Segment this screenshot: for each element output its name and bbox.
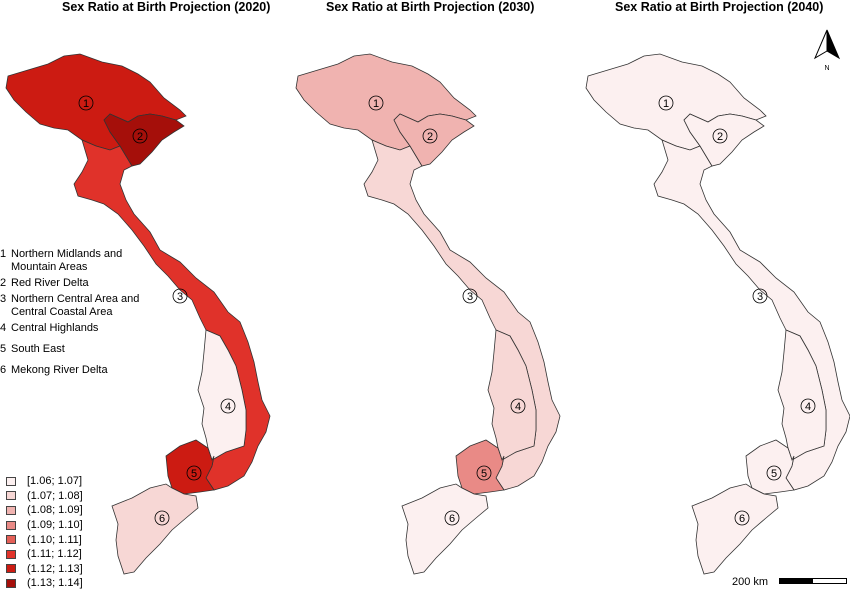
region-legend-number: 1 [0,248,7,260]
color-legend: [1.06; 1.07] (1.07; 1.08] (1.08; 1.09] (1.0… [6,474,83,591]
color-legend-item: [1.06; 1.07] [6,474,83,489]
region-legend-item: 4 Central Highlands [0,322,139,335]
region-legend-label: Northern Central Area and Central Coasta… [11,293,140,318]
color-legend-swatch [6,549,16,559]
region-legend-label: Central Highlands [11,322,99,334]
region-marker-label: 2 [717,131,723,143]
color-legend-item: (1.12; 1.13] [6,562,83,577]
map-title-2040: Sex Ratio at Birth Projection (2040) [615,0,824,14]
region-6-2040 [691,483,779,575]
region-marker-label: 4 [515,401,521,413]
color-legend-label: (1.11; 1.12] [27,548,82,561]
region-marker-label: 5 [481,468,487,480]
color-legend-label: (1.13; 1.14] [27,577,83,590]
color-legend-item: (1.08; 1.09] [6,503,83,518]
region-legend-number: 4 [0,322,7,334]
region-legend: 1 Northern Midlands and Mountain Areas 2 Re… [0,248,139,380]
color-legend-swatch [6,476,16,486]
region-marker-label: 2 [137,131,143,143]
region-marker-label: 1 [83,98,89,110]
region-marker-label: 4 [805,401,811,413]
region-marker-label: 3 [177,291,183,303]
region-marker-1: 1 [658,95,674,111]
region-marker-6: 6 [444,510,460,526]
region-marker-1: 1 [78,95,94,111]
region-6-2020 [111,483,199,575]
region-marker-label: 6 [159,513,165,525]
region-marker-2: 2 [712,128,728,144]
region-marker-label: 3 [757,291,763,303]
color-legend-swatch [6,520,16,530]
color-legend-swatch [6,535,16,545]
color-legend-swatch [6,491,16,501]
region-marker-label: 1 [373,98,379,110]
region-legend-number: 5 [0,343,7,355]
color-legend-label: (1.12; 1.13] [27,562,83,575]
color-legend-item: (1.11; 1.12] [6,547,83,562]
region-marker-label: 2 [427,131,433,143]
region-marker-4: 4 [510,398,526,414]
scale-bar-white [813,579,846,583]
region-marker-label: 4 [225,401,231,413]
color-legend-label: (1.10; 1.11] [27,533,82,546]
region-marker-label: 1 [663,98,669,110]
region-marker-6: 6 [734,510,750,526]
region-legend-item: 5 South East [0,343,139,356]
region-6-2030 [401,483,489,575]
north-arrow-icon: N [813,29,841,72]
color-legend-item: (1.10; 1.11] [6,532,83,547]
color-legend-swatch [6,578,16,588]
region-marker-3: 3 [752,288,768,304]
scale-label: 200 km [732,576,769,588]
region-legend-label: Red River Delta [11,277,89,289]
region-legend-number: 6 [0,364,7,376]
color-legend-swatch [6,564,16,574]
color-legend-item: (1.09; 1.10] [6,518,83,533]
north-label: N [824,65,829,72]
region-marker-4: 4 [800,398,816,414]
region-marker-2: 2 [422,128,438,144]
map-title-2030: Sex Ratio at Birth Projection (2030) [326,0,535,14]
region-legend-label: South East [11,343,65,355]
region-legend-label: Mekong River Delta [11,364,108,376]
color-legend-label: (1.09; 1.10] [27,519,83,532]
scale-bar [779,578,847,584]
region-marker-label: 5 [771,468,777,480]
region-marker-label: 6 [449,513,455,525]
region-legend-item: 3 Northern Central Area and Central Coast… [0,293,139,319]
region-marker-2: 2 [132,128,148,144]
region-legend-number: 2 [0,277,7,289]
region-legend-item: 1 Northern Midlands and Mountain Areas [0,248,139,274]
region-marker-3: 3 [462,288,478,304]
color-legend-label: (1.08; 1.09] [27,504,83,517]
color-legend-item: (1.07; 1.08] [6,489,83,504]
region-marker-label: 6 [739,513,745,525]
color-legend-label: (1.07; 1.08] [27,489,83,502]
region-marker-5: 5 [476,465,492,481]
map-title-2020: Sex Ratio at Birth Projection (2020) [62,0,271,14]
region-legend-number: 3 [0,293,7,305]
region-marker-label: 3 [467,291,473,303]
region-legend-item: 6 Mekong River Delta [0,364,139,377]
region-marker-5: 5 [186,465,202,481]
color-legend-item: (1.13; 1.14] [6,576,83,591]
region-legend-item: 2 Red River Delta [0,277,139,290]
color-legend-label: [1.06; 1.07] [27,475,83,488]
region-marker-6: 6 [154,510,170,526]
region-marker-3: 3 [172,288,188,304]
region-marker-label: 5 [191,468,197,480]
region-markers: 1 2 3 4 5 6 1 2 3 4 5 6 1 2 3 4 5 6 [78,95,816,526]
region-marker-4: 4 [220,398,236,414]
scale-bar-black [780,579,813,583]
color-legend-swatch [6,505,16,515]
region-marker-1: 1 [368,95,384,111]
region-legend-label: Northern Midlands and Mountain Areas [11,248,123,273]
region-marker-5: 5 [766,465,782,481]
